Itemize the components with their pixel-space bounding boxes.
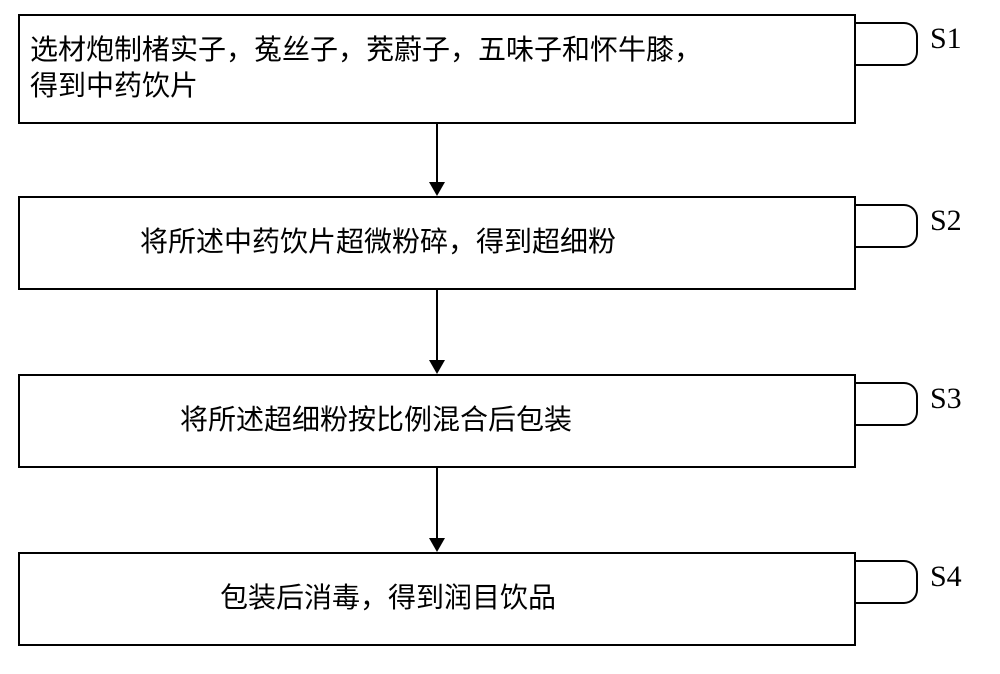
arrowhead-s2-s3 xyxy=(429,360,445,374)
step-box-s3: 将所述超细粉按比例混合后包装 xyxy=(18,374,856,468)
step-label-s3: S3 xyxy=(930,382,962,416)
step-box-s1: 选材炮制楮实子，菟丝子，茺蔚子，五味子和怀牛膝， 得到中药饮片 xyxy=(18,14,856,124)
arrowhead-s1-s2 xyxy=(429,182,445,196)
label-tail-s2 xyxy=(856,204,918,248)
step-text-s4: 包装后消毒，得到润目饮品 xyxy=(220,581,556,617)
label-tail-s3 xyxy=(856,382,918,426)
label-tail-s4 xyxy=(856,560,918,604)
label-tail-s1 xyxy=(856,22,918,66)
flowchart-canvas: 选材炮制楮实子，菟丝子，茺蔚子，五味子和怀牛膝， 得到中药饮片 S1 将所述中药… xyxy=(0,0,1000,674)
step-text-s2: 将所述中药饮片超微粉碎，得到超细粉 xyxy=(140,225,616,261)
connector-s2-s3 xyxy=(436,290,438,360)
step-label-s2: S2 xyxy=(930,204,962,238)
connector-s3-s4 xyxy=(436,468,438,538)
step-box-s2: 将所述中药饮片超微粉碎，得到超细粉 xyxy=(18,196,856,290)
connector-s1-s2 xyxy=(436,124,438,182)
step-label-s4: S4 xyxy=(930,560,962,594)
arrowhead-s3-s4 xyxy=(429,538,445,552)
step-box-s4: 包装后消毒，得到润目饮品 xyxy=(18,552,856,646)
step-text-s3: 将所述超细粉按比例混合后包装 xyxy=(180,403,572,439)
step-label-s1: S1 xyxy=(930,22,962,56)
step-text-s1: 选材炮制楮实子，菟丝子，茺蔚子，五味子和怀牛膝， 得到中药饮片 xyxy=(30,33,702,106)
